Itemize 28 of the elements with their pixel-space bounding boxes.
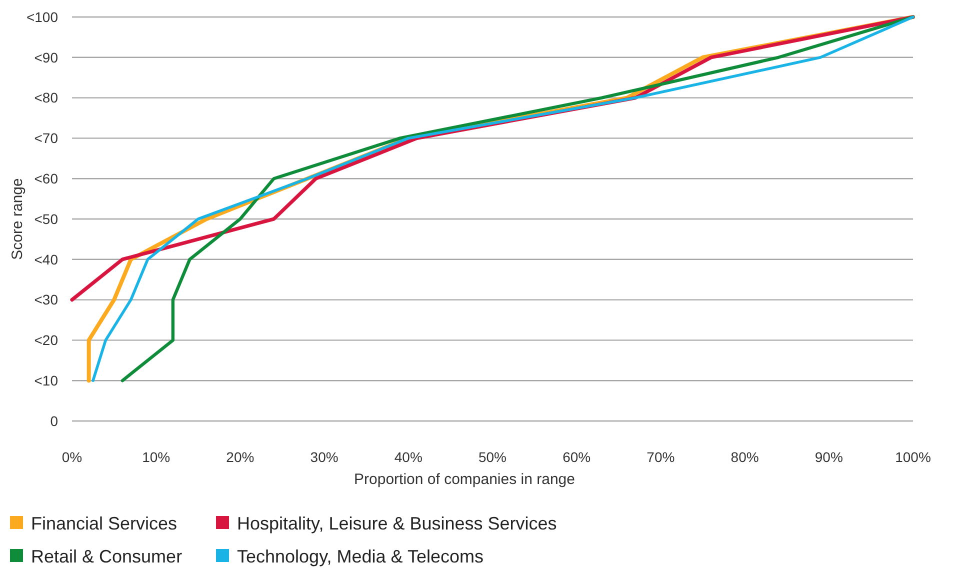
- x-tick-label: 10%: [142, 449, 170, 465]
- y-tick-label: <60: [34, 170, 58, 186]
- y-tick-label: <40: [34, 251, 58, 268]
- y-tick-label: <80: [34, 90, 58, 106]
- x-axis-title: Proportion of companies in range: [354, 471, 575, 488]
- x-tick-label: 40%: [394, 449, 422, 465]
- x-tick-label: 70%: [646, 449, 675, 465]
- y-tick-label: <50: [34, 210, 58, 227]
- x-tick-label: 20%: [226, 449, 254, 465]
- legend-label: Financial Services: [31, 513, 178, 534]
- x-tick-label: 60%: [562, 449, 591, 465]
- legend-label: Hospitality, Leisure & Business Services: [237, 513, 557, 534]
- x-tick-label: 80%: [730, 449, 759, 465]
- y-tick-label: <20: [34, 332, 58, 348]
- y-axis-title: Score range: [9, 178, 26, 260]
- legend-label: Technology, Media & Telecoms: [237, 546, 484, 566]
- y-tick-label: <100: [26, 8, 58, 25]
- legend-label: Retail & Consumer: [31, 546, 182, 566]
- x-tick-label: 0%: [62, 449, 82, 465]
- x-tick-label: 90%: [814, 449, 843, 465]
- y-tick-label: <30: [34, 292, 58, 308]
- y-tick-label: 0: [50, 412, 58, 429]
- y-tick-label: <90: [34, 49, 58, 66]
- x-tick-label: 50%: [478, 449, 507, 465]
- y-tick-label: <10: [34, 372, 58, 388]
- x-tick-label: 30%: [310, 449, 338, 465]
- y-tick-label: <70: [34, 130, 58, 146]
- x-tick-label: 100%: [895, 449, 931, 465]
